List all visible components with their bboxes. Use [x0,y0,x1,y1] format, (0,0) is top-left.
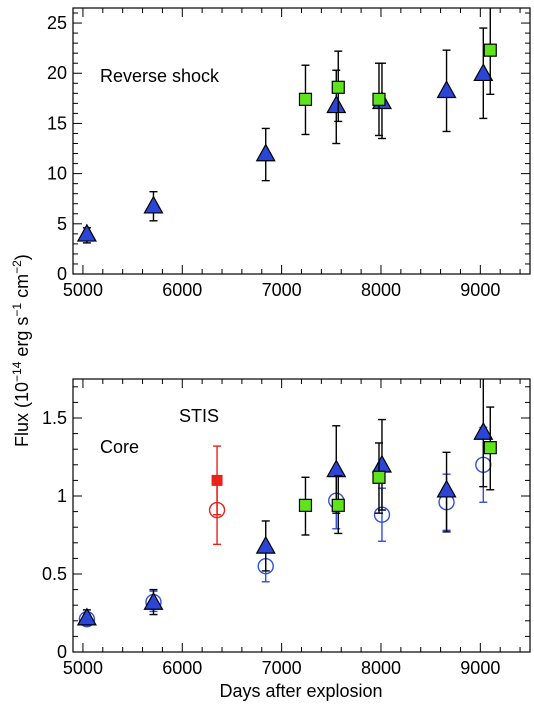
triangle-point [371,454,392,473]
y-tick-label: 5 [57,214,67,234]
y-axis-title-part: cm [12,274,32,303]
top-plot-frame [72,7,531,275]
x-tick-label: 8000 [361,658,401,678]
core-panel: Core STIS 5000 6000 7000 8000 9000 0 0.5 1 1.5 [42,378,531,678]
square-point [372,470,386,484]
y-tick-label: 1.5 [42,408,67,428]
square-point [483,43,497,57]
x-tick-label: 9000 [460,280,500,300]
x-tick-label: 6000 [162,658,202,678]
y-axis-title-part: erg s [12,317,32,362]
triangle-point [326,95,347,114]
bottom-data-marks [76,379,497,628]
y-axis-title-exponent: −1 [10,303,24,317]
triangle-point [436,80,457,99]
y-axis-title-part: ) [12,254,32,260]
top-data-marks [76,8,497,244]
y-axis-title-part: Flux (10 [12,382,32,447]
top-axis-ticks: 5000 6000 7000 8000 9000 0 5 10 15 20 25 [47,8,530,300]
y-tick-label: 10 [47,164,67,184]
reverse-shock-panel: Reverse shock 5000 6000 7000 8000 9000 0 5 10 15… [47,7,531,300]
y-tick-label: 1 [57,486,67,506]
square-point [372,92,386,106]
reverse-shock-label: Reverse shock [100,66,220,86]
y-tick-label: 0 [57,642,67,662]
triangle-point [473,63,494,82]
triangle-point [326,459,347,478]
x-tick-label: 5000 [63,658,103,678]
stis-square-point [211,474,223,486]
x-tick-label: 5000 [63,280,103,300]
x-axis-title: Days after explosion [219,681,382,701]
stis-label: STIS [179,406,219,426]
triangle-point [143,195,164,214]
x-tick-label: 8000 [361,280,401,300]
x-tick-label: 7000 [262,280,302,300]
triangle-point [473,421,494,440]
triangle-point [76,223,97,242]
triangle-point [255,535,276,554]
y-axis-title-exponent: −14 [10,361,24,382]
y-tick-label: 15 [47,113,67,133]
triangle-point [255,143,276,162]
triangle-point [436,479,457,498]
square-point [298,92,313,106]
square-point [298,498,313,512]
square-point [331,498,345,512]
y-tick-label: 0.5 [42,564,67,584]
y-tick-label: 20 [47,63,67,83]
bottom-axis-ticks: 5000 6000 7000 8000 9000 0 0.5 1 1.5 [42,379,530,678]
triangle-point [143,591,164,610]
x-tick-label: 6000 [162,280,202,300]
triangle-point [76,607,97,626]
x-tick-label: 9000 [460,658,500,678]
x-tick-label: 7000 [262,658,302,678]
square-point [331,80,345,94]
bottom-plot-frame [72,378,531,653]
square-point [483,441,497,455]
y-tick-label: 0 [57,264,67,284]
core-label: Core [100,437,139,457]
y-axis-title: Flux (10−14 erg s−1 cm−2) [10,254,32,447]
y-tick-label: 25 [47,13,67,33]
y-axis-title-exponent: −2 [10,260,24,274]
